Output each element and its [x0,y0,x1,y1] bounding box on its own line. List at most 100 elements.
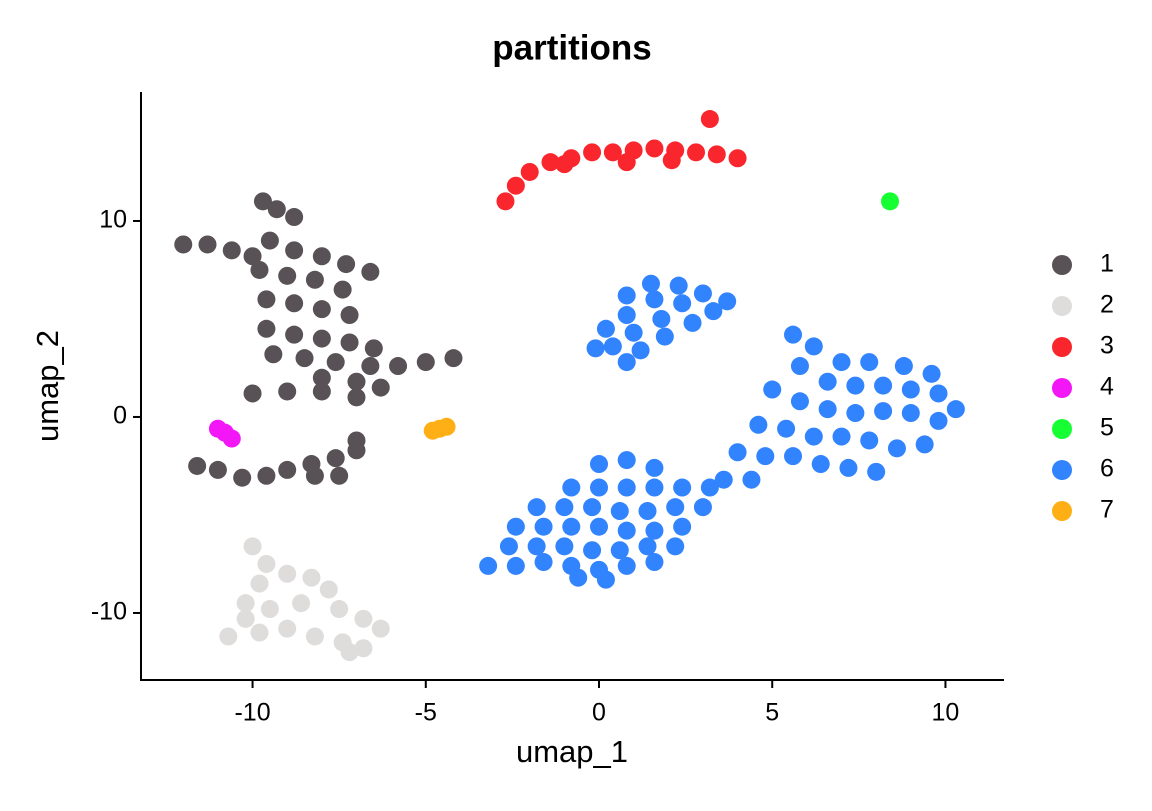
point [257,554,276,573]
point [340,306,359,325]
point [257,466,276,485]
point [790,357,809,376]
point [285,325,304,344]
point [860,353,879,372]
point [666,498,685,517]
point [330,466,349,485]
legend-label: 2 [1100,291,1114,319]
y-tick-label: -10 [91,598,127,626]
point [520,162,539,181]
point [742,470,761,489]
point [756,447,775,466]
point [243,537,262,556]
point [624,323,643,342]
point [590,517,609,536]
point [777,419,796,438]
point [790,392,809,411]
point [337,255,356,274]
point [887,439,906,458]
point [617,153,636,172]
point [555,155,574,174]
point [700,478,719,497]
point [527,498,546,517]
point [804,337,823,356]
point [596,319,615,338]
point [929,384,948,403]
point [784,325,803,344]
point [250,574,269,593]
point [617,451,636,470]
point [718,292,737,311]
point [846,376,865,395]
point [347,372,366,391]
legend-marker [1052,337,1072,357]
point [264,345,283,364]
point [555,498,574,517]
point [617,521,636,540]
point [305,627,324,646]
point [818,372,837,391]
point [881,192,900,211]
point [874,402,893,421]
x-tick-label: -5 [415,699,437,727]
point [617,353,636,372]
point [811,455,830,474]
point [763,380,782,399]
point [312,382,331,401]
point [645,139,664,158]
point [340,333,359,352]
point [347,388,366,407]
point [617,286,636,305]
x-axis-label: umap_1 [516,734,628,769]
point [617,306,636,325]
point [285,241,304,260]
point [496,192,515,211]
point [728,149,747,168]
x-tick-label: 10 [932,699,960,727]
point [645,478,664,497]
point [354,639,373,658]
legend-label: 6 [1100,455,1114,483]
point [638,502,657,521]
point [278,619,297,638]
point [645,458,664,477]
point [839,458,858,477]
y-axis-label: umap_2 [30,330,65,442]
chart-title: partitions [492,28,651,67]
point [295,349,314,368]
point [371,619,390,638]
point [610,502,629,521]
point [312,368,331,387]
point [305,270,324,289]
point [243,384,262,403]
legend-label: 3 [1100,332,1114,360]
point [222,241,241,260]
point [583,498,602,517]
point [867,462,886,481]
point [666,537,685,556]
point [257,290,276,309]
legend-label: 1 [1100,250,1114,278]
legend-marker [1052,378,1072,398]
point [437,417,456,436]
x-tick-label: 5 [765,699,779,727]
point [617,478,636,497]
point [506,517,525,536]
point [444,349,463,368]
point [846,404,865,423]
legend-marker [1052,255,1072,275]
point [645,521,664,540]
point [236,609,255,628]
point [714,470,733,489]
point [340,643,359,662]
point [673,478,692,497]
point [354,609,373,628]
point [784,447,803,466]
point [874,376,893,395]
point [333,280,352,299]
point [330,600,349,619]
point [260,600,279,619]
point [562,478,581,497]
point [804,427,823,446]
point [278,266,297,285]
